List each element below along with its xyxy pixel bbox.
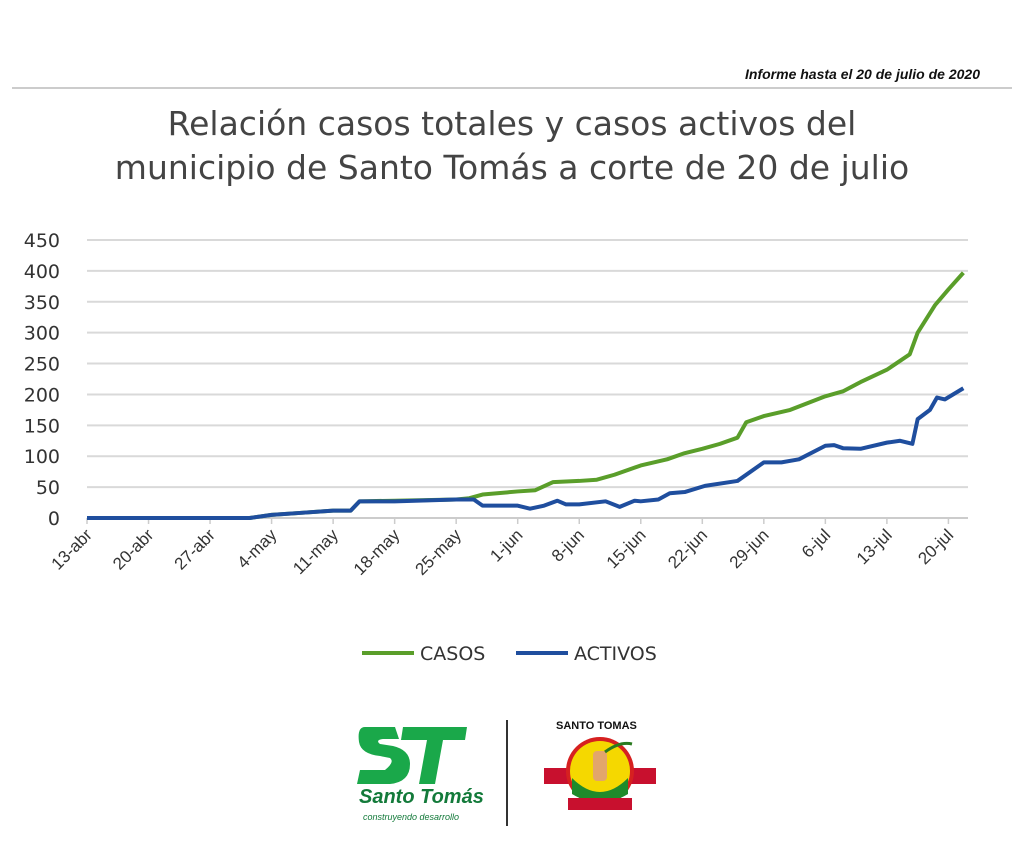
y-tick-label: 100 — [24, 446, 60, 468]
x-tick-label: 20-jul — [914, 525, 957, 568]
x-tick-label: 11-may — [289, 525, 342, 578]
line-chart: 13-abr 20-abr 27-abr 4-may 11-may 18-may 25-ma… — [24, 230, 968, 665]
y-tick-label: 0 — [48, 508, 60, 530]
y-tick-label: 250 — [24, 354, 60, 376]
seal-title: SANTO TOMAS — [556, 720, 637, 732]
x-tick-label: 29-jun — [726, 525, 773, 572]
report-date: Informe hasta el 20 de julio de 2020 — [745, 66, 980, 82]
x-tick-label: 18-may — [350, 525, 404, 579]
divider-line — [12, 87, 1012, 89]
x-tick-label: 4-may — [234, 525, 281, 572]
y-tick-label: 400 — [24, 261, 60, 283]
st-logo-name: Santo Tomás — [359, 786, 484, 808]
legend-label-activos: ACTIVOS — [574, 643, 657, 665]
y-tick-label: 350 — [24, 292, 60, 314]
st-logo-tagline: construyendo desarrollo — [363, 812, 460, 822]
chart-title-line-1: Relación casos totales y casos activos d… — [167, 104, 857, 143]
x-tick-label: 15-jun — [603, 525, 650, 572]
santo-tomas-logo: Santo Tomás construyendo desarrollo — [355, 722, 484, 832]
x-tick-label: 8-jun — [548, 525, 588, 565]
y-tick-label: 450 — [24, 230, 60, 252]
y-tick-label: 200 — [24, 384, 60, 406]
chart-title: Relación casos totales y casos activos d… — [0, 102, 1024, 190]
series-line-activos — [87, 386, 965, 520]
x-tick-label: 25-may — [411, 525, 465, 579]
x-tick-label: 1-jun — [486, 525, 526, 565]
x-tick-label: 6-jul — [798, 525, 834, 561]
x-tick-label: 27-abr — [171, 525, 219, 573]
x-tick-label: 13-jul — [853, 525, 896, 568]
logo-divider — [506, 720, 508, 826]
st-logo-mark — [357, 727, 467, 784]
x-tick-label: 20-abr — [109, 525, 157, 573]
x-tick-label: 22-jun — [664, 525, 711, 572]
seal-emblem — [544, 737, 656, 810]
y-tick-label: 150 — [24, 415, 60, 437]
legend-label-casos: CASOS — [420, 643, 485, 665]
x-tick-label: 13-abr — [48, 525, 96, 573]
municipal-seal: SANTO TOMAS — [540, 716, 660, 826]
y-tick-label: 300 — [24, 323, 60, 345]
y-tick-label: 50 — [36, 477, 60, 499]
chart-title-line-2: municipio de Santo Tomás a corte de 20 d… — [114, 148, 910, 187]
